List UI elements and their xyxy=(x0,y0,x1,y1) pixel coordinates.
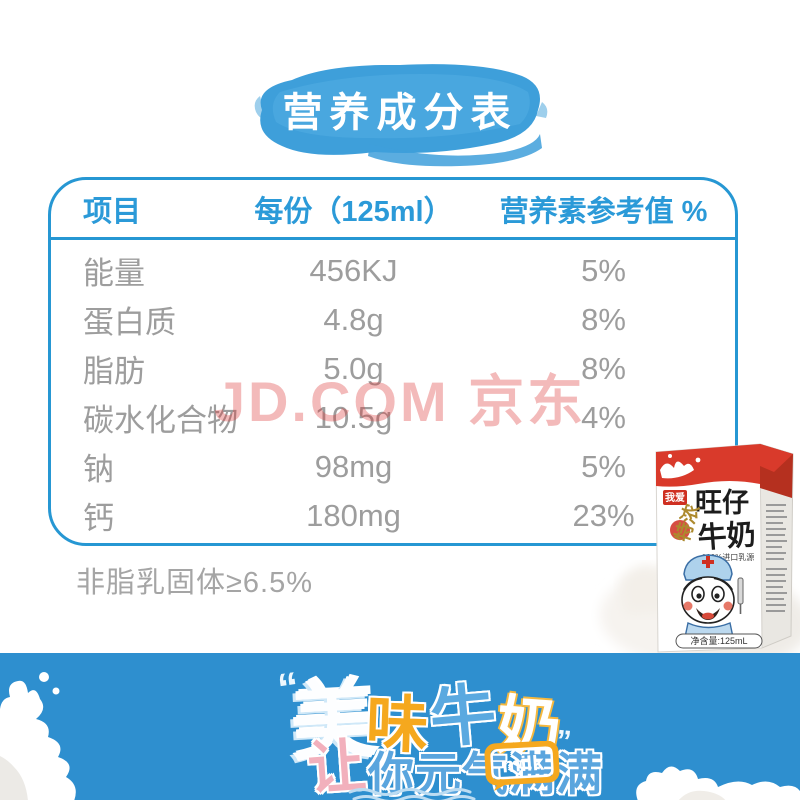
carton-seal-text: 我爱 xyxy=(665,491,685,504)
cell-label: 碳水化合物 xyxy=(83,403,238,438)
cell-nrv: 5% xyxy=(581,252,626,288)
table-row: 钠 98mg 5% xyxy=(51,442,735,491)
cell-value: 456KJ xyxy=(309,252,398,288)
page-title: 营养成分表 xyxy=(282,91,518,135)
milk-badge-bubble-icon xyxy=(484,740,560,791)
cell-value: 4.8g xyxy=(323,301,384,337)
carton-fineprint-lines xyxy=(766,504,787,612)
brush-stroke-icon xyxy=(254,64,548,167)
carton-source-text: 100%进口乳源 xyxy=(702,552,754,562)
header-item: 项目 xyxy=(83,195,142,228)
cell-label: 蛋白质 xyxy=(83,305,176,340)
table-header-row: 项目 每份（125ml） 营养素参考值 % xyxy=(51,180,735,240)
table-body: 能量 456KJ 5% 蛋白质 4.8g 8% 脂肪 5.0g 8% 碳水化合物… xyxy=(51,240,735,540)
cell-value: 10.5g xyxy=(314,399,393,435)
table-row: 能量 456KJ 5% xyxy=(51,246,735,295)
cell-nrv: 4% xyxy=(581,399,626,435)
cell-nrv: 23% xyxy=(572,497,635,533)
cell-label: 钠 xyxy=(83,452,114,487)
wave-underline-icon xyxy=(348,788,476,800)
banner-slogan: “ 美 味 牛 奶 让 你元气满满 ” milk xyxy=(0,653,800,800)
milk-splash-left-icon xyxy=(0,672,76,800)
carton-type-text: 牛奶 xyxy=(697,518,757,555)
bottom-banner: “ 美 味 牛 奶 让 你元气满满 ” milk xyxy=(0,653,800,800)
cell-nrv: 8% xyxy=(581,350,626,386)
header-per-serving: 每份（125ml） xyxy=(254,195,453,228)
milk-carton-image: 我爱 旺仔 特浓 牛奶 100%进口乳源 净含量:125mL xyxy=(655,443,794,653)
carton-brand-text: 旺仔 xyxy=(695,488,749,518)
footnote: 非脂乳固体≥6.5% xyxy=(76,567,314,599)
cell-value: 180mg xyxy=(306,497,401,533)
table-row: 蛋白质 4.8g 8% xyxy=(51,295,735,344)
header-nrv: 营养素参考值 % xyxy=(499,195,708,228)
cell-nrv: 8% xyxy=(581,301,626,337)
table-row: 脂肪 5.0g 8% xyxy=(51,344,735,393)
cell-value: 5.0g xyxy=(323,350,384,386)
cell-label: 脂肪 xyxy=(83,354,145,389)
cell-label: 钙 xyxy=(83,501,114,536)
cell-nrv: 5% xyxy=(581,448,626,484)
carton-net-content-text: 净含量:125mL xyxy=(690,635,747,646)
milk-splash-right-icon xyxy=(636,766,800,800)
title-brush-banner: 营养成分表 xyxy=(250,52,550,172)
cell-value: 98mg xyxy=(314,448,393,484)
table-row: 钙 180mg 23% xyxy=(51,491,735,540)
milk-badge: milk xyxy=(484,740,562,793)
table-row: 碳水化合物 10.5g 4% xyxy=(51,393,735,442)
cell-label: 能量 xyxy=(83,256,145,291)
nutrition-table: 项目 每份（125ml） 营养素参考值 % 能量 456KJ 5% 蛋白质 4.… xyxy=(48,177,738,546)
